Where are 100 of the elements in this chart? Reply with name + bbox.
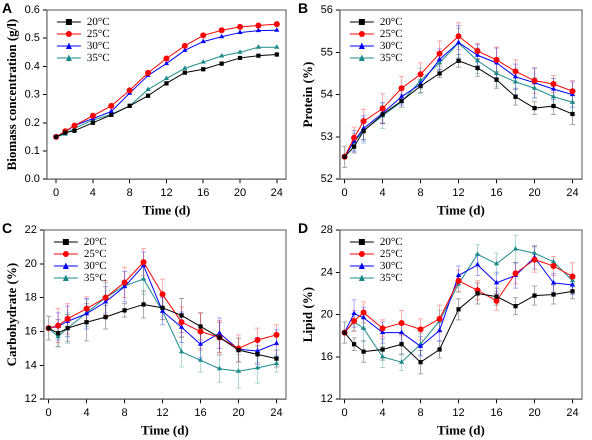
point	[200, 38, 206, 44]
point	[122, 279, 128, 286]
point	[219, 34, 224, 38]
point	[160, 291, 166, 298]
point	[201, 67, 206, 72]
legend-label: 30°C	[380, 40, 403, 52]
legend-label: 30°C	[86, 40, 110, 52]
point	[398, 85, 405, 92]
point	[108, 102, 114, 109]
point	[145, 86, 151, 92]
y-axis-title: Lipid (%)	[300, 286, 316, 342]
point	[418, 326, 424, 332]
y-axis-title: Biomass concentration (g/l)	[4, 18, 20, 170]
point	[512, 74, 518, 78]
point	[532, 106, 537, 110]
y-tick-label: 0.0	[24, 173, 40, 186]
y-tick-label: 0.4	[24, 60, 40, 72]
legend-label: 20°C	[84, 236, 107, 248]
point	[198, 341, 204, 346]
point	[216, 330, 222, 335]
point	[178, 319, 185, 326]
y-tick-label: 16	[320, 350, 333, 363]
x-tick-label: 4	[380, 186, 386, 199]
point	[200, 59, 206, 64]
legend-label: 30°C	[380, 260, 403, 272]
point	[164, 60, 170, 66]
point	[103, 315, 108, 320]
point	[236, 368, 242, 373]
point	[398, 330, 404, 334]
point	[570, 99, 576, 104]
y-tick-label: 20	[24, 258, 37, 270]
point	[399, 342, 404, 346]
legend-label: 35°C	[380, 272, 403, 284]
point	[237, 24, 244, 30]
legend-label: 25°C	[84, 248, 107, 260]
y-tick-label: 53	[320, 130, 333, 143]
x-tick-label: 24	[566, 186, 579, 199]
legend-label: 35°C	[86, 52, 110, 64]
point	[145, 70, 152, 76]
legend-label: 35°C	[380, 52, 403, 64]
y-tick-label: 24	[320, 266, 333, 278]
point	[256, 54, 261, 58]
point	[163, 56, 170, 62]
x-tick-label: 8	[121, 406, 128, 419]
chart-title: D	[298, 220, 308, 236]
y-tick-label: 14	[24, 359, 37, 372]
point	[513, 304, 518, 308]
point	[255, 352, 260, 356]
point	[164, 81, 169, 86]
x-tick-label: 12	[452, 186, 465, 199]
point	[182, 70, 187, 75]
x-tick-label: 0	[46, 406, 52, 419]
point	[474, 58, 480, 62]
x-tick-label: 20	[232, 406, 245, 419]
point	[418, 84, 423, 88]
point	[380, 354, 386, 358]
point	[182, 65, 188, 70]
x-tick-label: 16	[490, 406, 503, 419]
point	[237, 30, 243, 34]
x-tick-label: 4	[84, 406, 90, 419]
point	[140, 259, 147, 266]
point	[237, 49, 243, 54]
point	[352, 342, 356, 346]
y-tick-label: 0.2	[24, 116, 40, 129]
point	[494, 78, 499, 82]
point	[380, 325, 386, 332]
point	[216, 366, 222, 370]
x-axis-title: Time (d)	[141, 422, 189, 438]
point	[72, 128, 77, 133]
point	[219, 52, 224, 58]
chart-title: C	[2, 220, 12, 236]
point	[494, 260, 500, 266]
y-tick-label: 52	[320, 173, 333, 186]
y-tick-label: 55	[320, 46, 333, 58]
point	[64, 316, 71, 322]
point	[198, 328, 204, 335]
legend-label: 20°C	[86, 16, 110, 28]
x-tick-label: 4	[380, 406, 386, 419]
point	[274, 27, 280, 32]
x-tick-label: 0	[342, 406, 348, 419]
x-axis-title: Time (d)	[142, 202, 190, 218]
point	[351, 310, 357, 316]
point	[456, 307, 461, 312]
point	[360, 325, 366, 330]
point	[512, 78, 518, 84]
point	[550, 258, 556, 264]
point	[274, 360, 280, 366]
x-tick-label: 4	[90, 186, 96, 199]
x-tick-label: 24	[270, 186, 283, 199]
point	[160, 306, 165, 310]
y-tick-label: 22	[24, 224, 37, 236]
point	[456, 278, 462, 284]
point	[532, 250, 538, 255]
point	[550, 262, 557, 269]
y-tick-label: 18	[24, 292, 37, 304]
x-tick-label: 20	[528, 186, 541, 199]
y-tick-label: 0.1	[24, 145, 40, 158]
point	[398, 320, 405, 326]
point	[360, 118, 367, 124]
x-tick-label: 24	[566, 406, 579, 419]
